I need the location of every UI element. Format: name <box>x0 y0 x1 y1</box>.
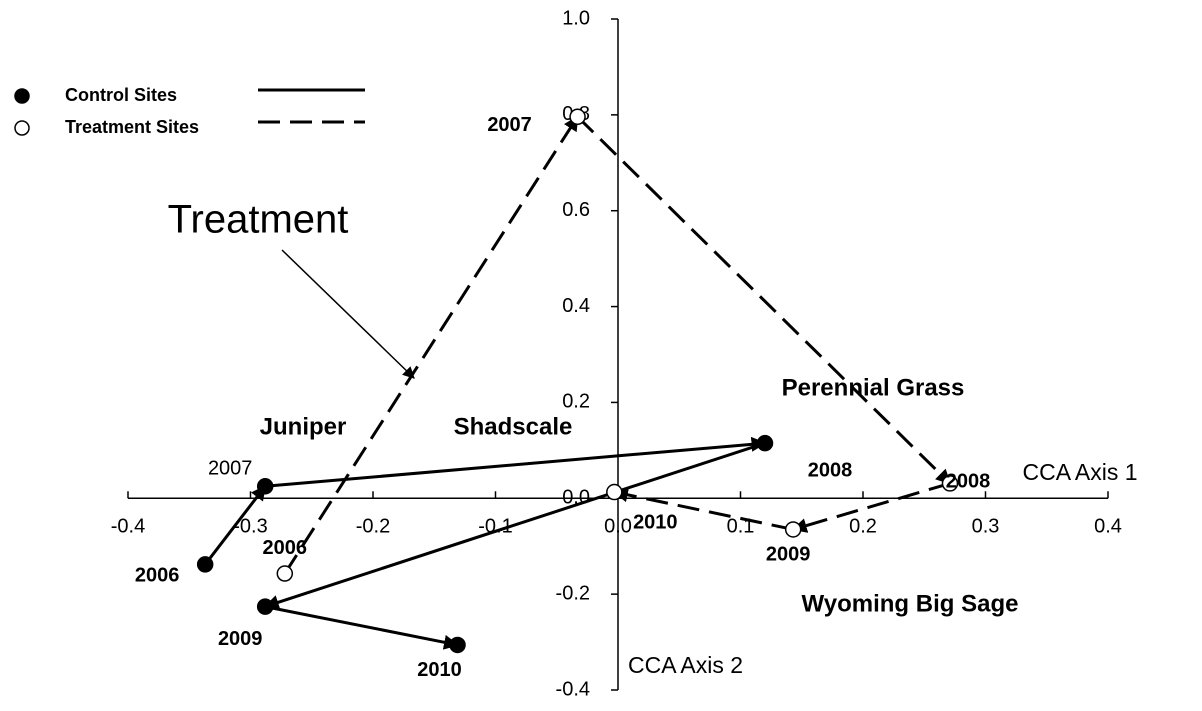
x-tick-label: -0.2 <box>356 516 390 538</box>
x-tick-label: -0.3 <box>233 516 267 538</box>
y-tick-label: -0.4 <box>556 678 590 700</box>
x-tick-label: 0.3 <box>972 516 1000 538</box>
point <box>606 483 623 501</box>
point <box>196 556 214 573</box>
trajectory-segment <box>264 605 459 650</box>
point <box>449 636 466 654</box>
annotation-arrow <box>281 249 415 379</box>
annotation: Treatment <box>168 198 349 242</box>
x-axis-label: CCA Axis 1 <box>1022 459 1137 485</box>
point <box>276 565 294 582</box>
point-label: 2008 <box>808 459 853 481</box>
trajectory-segment <box>265 436 767 488</box>
y-axis-label: CCA Axis 2 <box>628 652 743 678</box>
point <box>256 478 274 495</box>
trajectory-segment <box>203 485 267 566</box>
y-tick-label: 0.6 <box>562 199 590 221</box>
point-label: 2006 <box>263 537 308 559</box>
y-tick-label: 1.0 <box>562 7 590 29</box>
annotation: Perennial Grass <box>782 374 965 401</box>
point <box>256 598 274 615</box>
legend-label: Control Sites <box>65 85 177 105</box>
annotation: Juniper <box>260 413 347 440</box>
point-label: 2007 <box>487 114 532 136</box>
point <box>941 475 959 492</box>
point-label: 2008 <box>946 471 991 493</box>
x-tick-label: 0.0 <box>604 516 632 538</box>
trajectory-segment <box>791 481 951 533</box>
point-label: 2010 <box>633 511 678 533</box>
legend-marker <box>14 120 30 136</box>
y-tick-label: 0.2 <box>562 391 590 413</box>
x-tick-label: 0.4 <box>1094 516 1122 538</box>
trajectory-segment <box>263 441 766 610</box>
y-tick-label: 0.4 <box>562 295 590 317</box>
point <box>756 434 774 452</box>
legend-marker <box>14 88 30 104</box>
point-label: 2009 <box>766 544 811 566</box>
point <box>784 521 802 538</box>
point-label: 2010 <box>417 659 462 681</box>
annotation: Wyoming Big Sage <box>802 590 1019 617</box>
point-label: 2009 <box>218 628 263 650</box>
trajectory-segment <box>576 115 952 485</box>
y-tick-label: -0.2 <box>556 582 590 604</box>
x-tick-label: -0.1 <box>478 516 512 538</box>
point-label: 2006 <box>135 565 180 587</box>
x-tick-label: -0.4 <box>111 516 145 538</box>
legend-label: Treatment Sites <box>65 117 199 137</box>
point <box>569 108 586 126</box>
x-tick-label: 0.2 <box>849 516 877 538</box>
point-label: 2007 <box>208 458 253 480</box>
trajectory-segment <box>283 115 579 575</box>
annotation: Shadscale <box>454 413 573 440</box>
